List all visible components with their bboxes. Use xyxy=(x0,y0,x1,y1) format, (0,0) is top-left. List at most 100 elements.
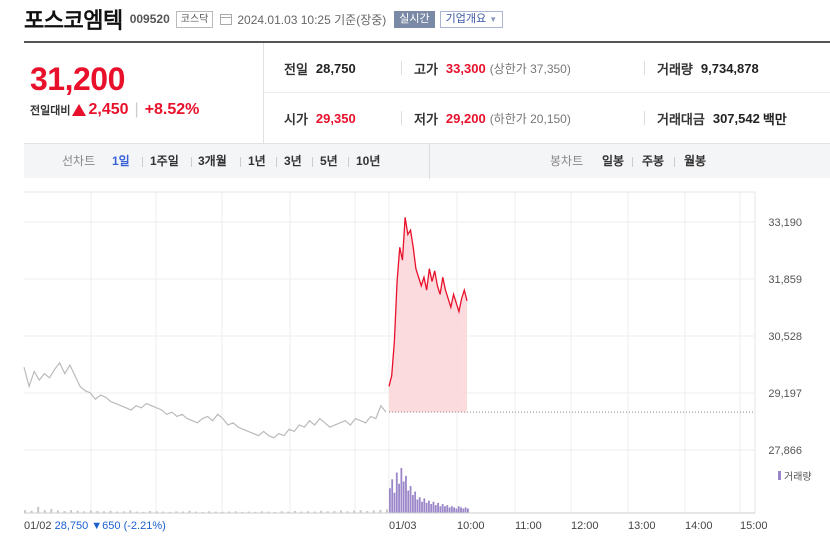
calendar-icon xyxy=(220,13,233,25)
today-volume-bar xyxy=(400,468,403,513)
divider xyxy=(401,61,402,75)
prev-volume-bar xyxy=(228,511,231,513)
prev-volume-bar xyxy=(135,511,138,513)
chart-period-tabs: 선차트 1일 1주일 3개월 1년 3년 5년 10년 봉차트 일봉 주봉 월봉 xyxy=(24,143,830,179)
prev-volume-bar xyxy=(333,511,336,513)
tab-5y[interactable]: 5년 xyxy=(320,154,338,168)
today-volume-bar xyxy=(393,492,396,513)
prev-volume-bar xyxy=(168,511,171,513)
stats-row: 전일 28,750 고가 33,300 (상한가 37,350) 거래량 9,7… xyxy=(264,43,830,93)
prev-volume-bar xyxy=(109,510,112,513)
tab-monthly[interactable]: 월봉 xyxy=(684,154,707,168)
prev-day-change-pct: (-2.21%) xyxy=(121,520,166,532)
x-tick-label: 10:00 xyxy=(457,520,485,532)
tab-3y[interactable]: 3년 xyxy=(284,154,302,168)
up-triangle-icon xyxy=(72,104,87,116)
today-volume-bar xyxy=(432,501,435,513)
change-label: 전일대비 xyxy=(30,105,71,117)
prev-volume-bar xyxy=(83,511,86,513)
today-volume-bar xyxy=(446,505,449,513)
stat-label: 거래량 xyxy=(657,61,693,77)
realtime-badge[interactable]: 실시간 xyxy=(394,10,435,28)
current-price: 31,200 xyxy=(30,61,125,97)
quote-panel: 31,200 전일대비 2,450 | +8.52% 전일 28,750 고가 … xyxy=(24,41,830,179)
prev-volume-bar xyxy=(287,511,290,513)
stat-sub: (상한가 37,350) xyxy=(489,61,571,76)
timestamp: 2024.01.03 10:25 기준(장중) xyxy=(237,12,387,27)
stat-label: 시가 xyxy=(284,111,308,127)
intraday-chart[interactable]: 33,190 31,859 30,528 29,197 27,866 거래량 01/03 10… xyxy=(0,178,830,551)
tab-3m[interactable]: 3개월 xyxy=(198,154,227,168)
tab-1d[interactable]: 1일 xyxy=(112,154,130,168)
prev-volume-bar xyxy=(50,509,53,513)
prev-volume-bar xyxy=(208,511,211,513)
price-cell: 31,200 전일대비 2,450 | +8.52% xyxy=(24,43,264,143)
today-volume-bar xyxy=(414,491,417,513)
prev-day-close: 28,750 xyxy=(52,520,89,532)
y-tick-label: 33,190 xyxy=(768,217,802,229)
today-volume-bar xyxy=(464,507,467,513)
today-volume-bar xyxy=(425,502,428,513)
tab-1w[interactable]: 1주일 xyxy=(150,154,179,168)
prev-day-change: ▼650 xyxy=(88,520,120,532)
tab-divider xyxy=(276,157,277,167)
stat-label: 저가 xyxy=(414,111,438,127)
today-volume-bar xyxy=(423,498,426,513)
stat-high: 고가 33,300 (상한가 37,350) xyxy=(414,43,571,93)
prev-volume-bar xyxy=(353,510,356,513)
tab-10y[interactable]: 10년 xyxy=(356,154,381,168)
y-tick-label: 29,197 xyxy=(768,388,802,400)
today-volume-bar xyxy=(402,481,405,513)
prev-volume-bar xyxy=(267,511,270,513)
divider xyxy=(644,61,645,75)
prev-day-price-line xyxy=(23,361,387,439)
x-tick-label: 14:00 xyxy=(685,520,713,532)
prev-volume-bar xyxy=(76,510,79,513)
prev-volume-bar xyxy=(24,510,26,513)
tab-weekly[interactable]: 주봉 xyxy=(642,154,665,168)
company-info-button[interactable]: 기업개요 ▼ xyxy=(439,10,504,28)
stat-low: 저가 29,200 (하한가 20,150) xyxy=(414,93,571,143)
prev-volume-bar xyxy=(122,511,125,513)
x-tick-label: 15:00 xyxy=(740,520,768,532)
tab-daily[interactable]: 일봉 xyxy=(602,154,625,168)
prev-volume-bar xyxy=(254,511,257,513)
today-volume-bar xyxy=(437,502,439,513)
prev-volume-bar xyxy=(386,509,388,513)
today-volume-bar xyxy=(439,506,442,513)
x-tick-label: 11:00 xyxy=(515,520,542,532)
tabs-divider xyxy=(429,144,430,179)
stat-prev-close: 전일 28,750 xyxy=(284,43,356,93)
prev-volume-bar xyxy=(201,511,204,513)
prev-day-summary: 01/02 28,750 ▼650 (-2.21%) xyxy=(24,520,166,532)
prev-volume-bar xyxy=(320,510,323,513)
prev-volume-bar xyxy=(214,511,217,513)
today-volume-bar xyxy=(421,501,423,513)
stat-value: 28,750 xyxy=(315,60,356,76)
prev-volume-bar xyxy=(346,511,349,513)
x-tick-label: 12:00 xyxy=(571,520,599,532)
today-volume-bar xyxy=(444,506,446,513)
prev-volume-bar xyxy=(162,511,165,513)
stat-value: 9,734,878 xyxy=(700,60,759,76)
market-badge: 코스닥 xyxy=(175,10,214,28)
stat-sub: (하한가 20,150) xyxy=(489,111,571,126)
prev-volume-bar xyxy=(234,511,237,513)
prev-volume-bar xyxy=(195,511,198,513)
stock-header: 포스코엠텍 009520 코스닥 2024.01.03 10:25 기준(장중)… xyxy=(24,4,504,34)
stock-code: 009520 xyxy=(129,12,170,26)
volume-legend-swatch xyxy=(778,471,781,480)
tab-divider xyxy=(674,157,675,167)
prev-volume-bar xyxy=(70,510,73,513)
today-volume-bar xyxy=(455,508,458,513)
price-change: 전일대비 2,450 | +8.52% xyxy=(30,101,199,119)
tab-divider xyxy=(312,157,313,167)
prev-volume-bar xyxy=(307,511,310,513)
divider xyxy=(644,111,645,125)
prev-volume-bar xyxy=(116,511,119,513)
prev-volume-bar xyxy=(280,511,283,513)
prev-volume-bar xyxy=(96,511,99,513)
today-volume-bar xyxy=(467,508,469,513)
today-volume-bar xyxy=(460,507,462,513)
tab-1y[interactable]: 1년 xyxy=(248,154,266,168)
